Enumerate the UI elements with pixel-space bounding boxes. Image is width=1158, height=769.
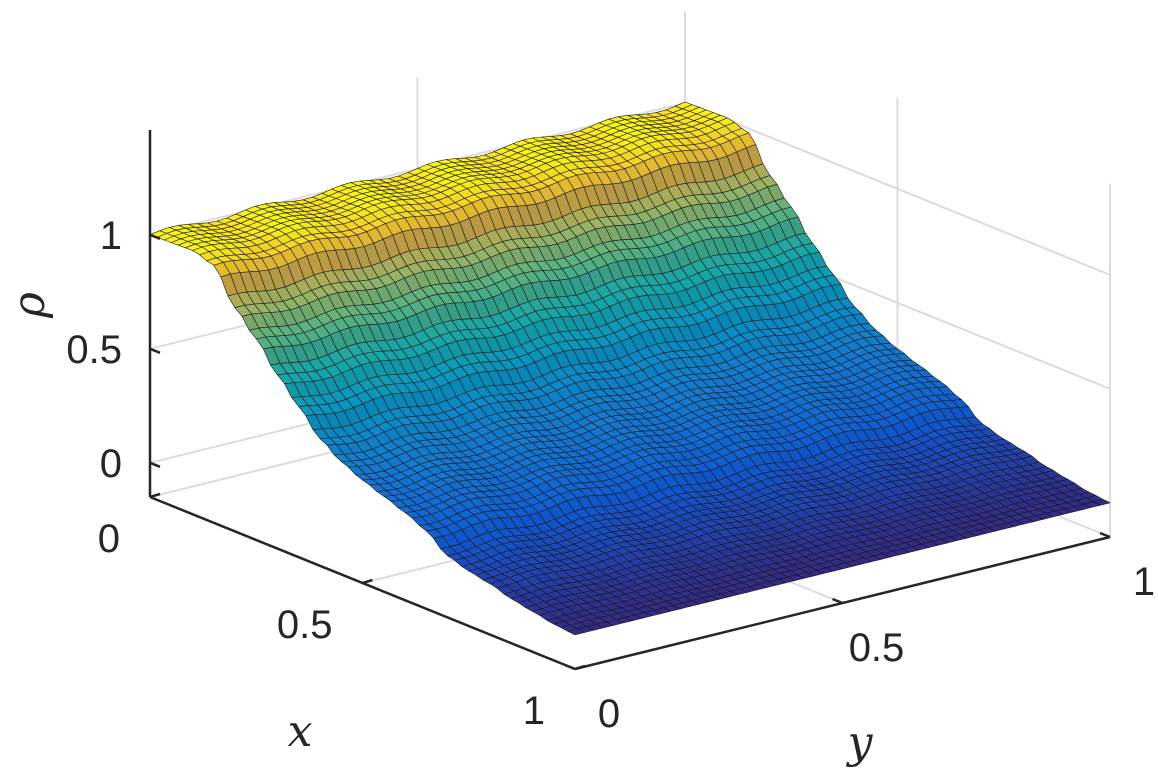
z-tick-label: 1 xyxy=(100,214,122,258)
x-tick-mark xyxy=(362,578,373,585)
y-tick-mark xyxy=(1099,531,1111,539)
z-axis-label: ρ xyxy=(4,292,55,319)
x-axis-label: x xyxy=(288,706,313,757)
y-tick-mark xyxy=(564,663,576,671)
tick-marks xyxy=(149,233,1111,671)
y-tick-label: 0 xyxy=(598,692,620,736)
surface-mesh xyxy=(149,101,1111,636)
x-tick-label: 1 xyxy=(523,689,545,733)
z-tick-label: 0.5 xyxy=(66,328,122,372)
x-tick-mark xyxy=(149,492,161,499)
y-tick-mark xyxy=(832,597,843,605)
y-tick-label: 0.5 xyxy=(849,626,905,670)
y-axis-label: y xyxy=(846,717,874,768)
y-tick-label: 1 xyxy=(1133,560,1155,604)
surface-mesh-cell xyxy=(567,628,585,636)
z-tick-mark xyxy=(149,233,161,240)
x-tick-mark xyxy=(574,664,586,671)
z-tick-mark xyxy=(149,347,161,354)
labels: x y ρ 0 0.5 1 0 0.5 1 0 0.5 1 xyxy=(4,214,1155,768)
z-tick-label: 0 xyxy=(100,442,122,486)
z-tick-mark xyxy=(149,461,161,468)
x-tick-label: 0 xyxy=(98,517,120,561)
wall-grid-line xyxy=(684,101,1111,276)
x-tick-label: 0.5 xyxy=(277,603,333,647)
